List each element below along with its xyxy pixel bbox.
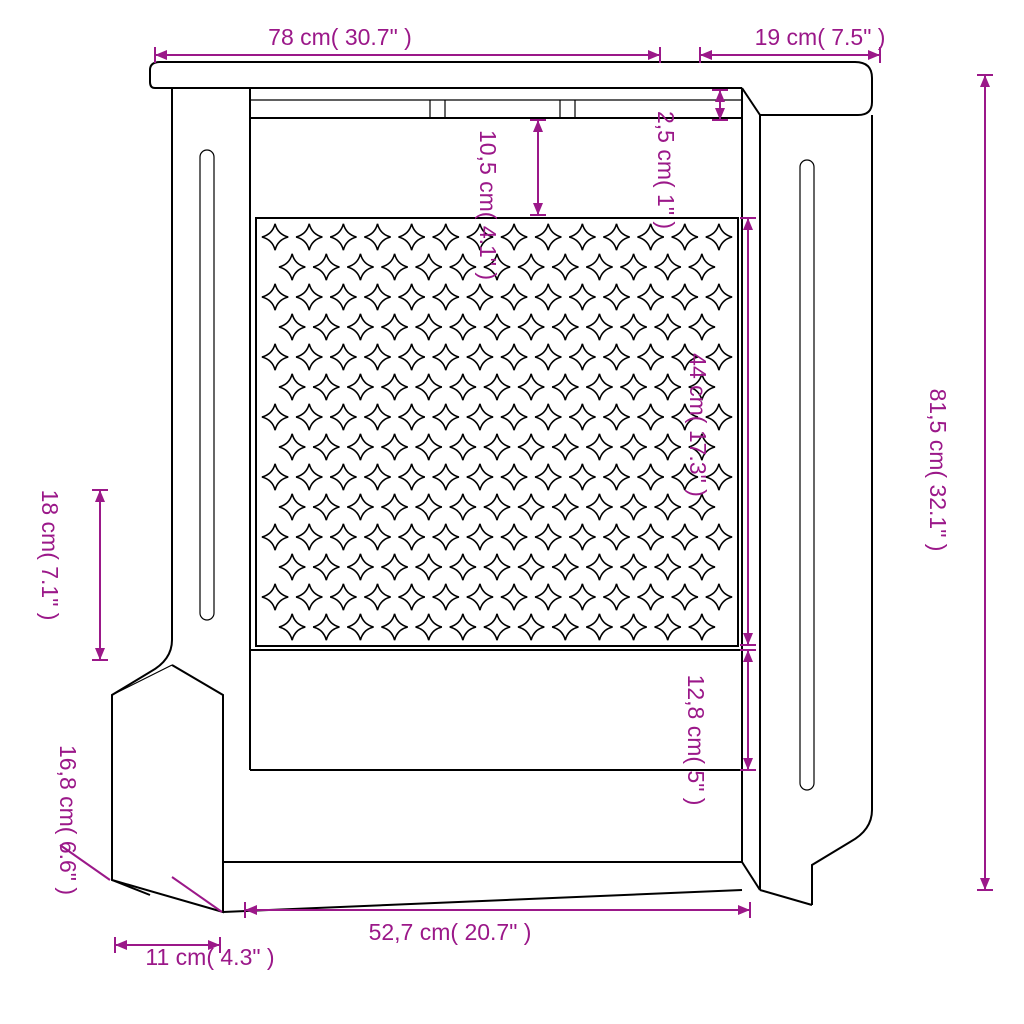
dim-top_width: 78 cm( 30.7" ) [268,24,412,50]
grille-pattern [262,224,732,640]
dim-slot_h: 2,5 cm( 1" ) [653,111,679,229]
dim-leg_depth: 16,8 cm( 6.6" ) [55,745,81,895]
dim-top_gap: 10,5 cm( 4.1" ) [475,130,501,280]
dim-skirt_h: 12,8 cm( 5" ) [683,675,709,806]
dim-total_h: 81,5 cm( 32.1" ) [925,389,951,552]
dim-foot_w: 11 cm( 4.3" ) [145,944,274,970]
dim-inner_w: 52,7 cm( 20.7" ) [369,919,532,945]
dim-side_open_h: 18 cm( 7.1" ) [37,490,63,621]
dim-top_depth: 19 cm( 7.5" ) [755,24,886,50]
dim-grille_h: 44 cm( 17.3" ) [685,353,711,497]
